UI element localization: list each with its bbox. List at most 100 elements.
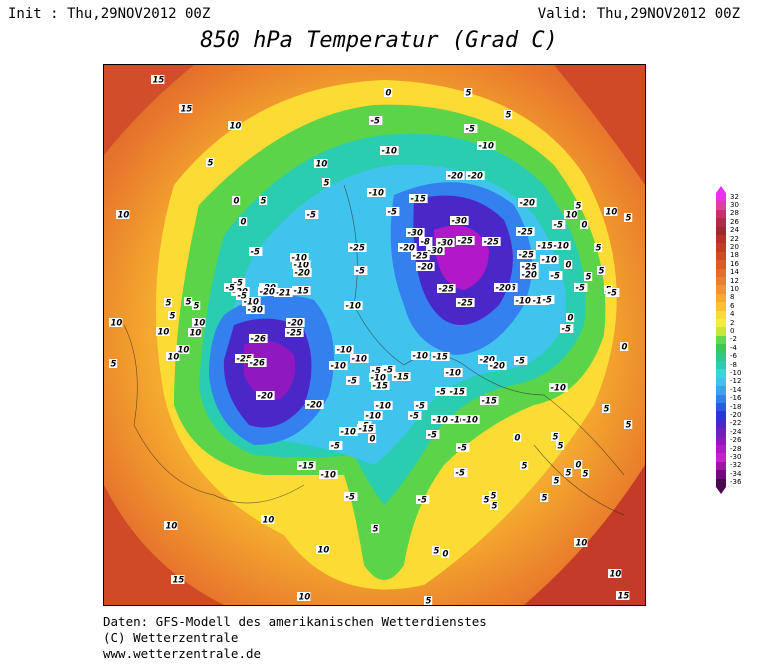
isotherm-label: -25 (458, 299, 473, 309)
credit-copyright: (C) Wetterzentrale (103, 630, 239, 645)
colorbar-label: 6 (730, 301, 735, 310)
colorbar-label: -28 (730, 444, 742, 453)
colorbar-swatch (716, 268, 726, 277)
isotherm-label-box (305, 400, 324, 409)
isotherm-label-box (419, 237, 433, 246)
isotherm-label-box (316, 545, 330, 554)
isotherm-label: 0 (234, 197, 240, 207)
isotherm-label-box (249, 247, 263, 256)
colorbar-label: -18 (730, 402, 742, 411)
isotherm-label-box (416, 495, 430, 504)
isotherm-label: -5 (418, 496, 428, 506)
isotherm-label-box (540, 493, 549, 502)
colorbar-label: 2 (730, 318, 735, 327)
isotherm-label-box (574, 201, 583, 210)
isotherm-label: -10 (292, 254, 307, 264)
isotherm-label-box (426, 430, 440, 439)
colorbar-swatch (716, 419, 726, 429)
red-corner-ne (554, 65, 645, 185)
isotherm-label: -25 (522, 263, 537, 273)
colorbar-swatch (716, 319, 726, 328)
isotherm-label-box (339, 427, 358, 436)
isotherm-label-box (580, 220, 589, 229)
isotherm-label: -30 (428, 247, 443, 257)
isotherm-label-box (371, 524, 380, 533)
magenta-core-america (244, 340, 295, 400)
isotherm-label-box (109, 359, 118, 368)
isotherm-label-box (461, 415, 480, 424)
isotherm-label-box (248, 358, 267, 367)
isotherm-label: -25 (287, 329, 302, 339)
colorbar-swatch (716, 293, 726, 303)
isotherm-label-box (513, 433, 522, 442)
isotherm-label: -10 (369, 189, 384, 199)
isotherm-label-box (329, 361, 348, 370)
isotherm-label-box (346, 376, 360, 385)
isotherm-label: -5 (234, 279, 244, 289)
isotherm-label: -5 (516, 357, 526, 367)
isotherm-label-box (608, 569, 622, 578)
isotherm-label: -5 (238, 292, 248, 302)
isotherm-label: 5 (554, 477, 560, 487)
colorbar-swatch (716, 310, 726, 319)
isotherm-label: -10 (542, 256, 557, 266)
isotherm-label: -10 (463, 416, 478, 426)
isotherm-label-box (520, 262, 539, 271)
isotherm-label-box (482, 495, 491, 504)
isotherm-label: 10 (111, 319, 123, 329)
isotherm-label: -20 (260, 288, 275, 298)
isotherm-label: -30 (452, 217, 467, 227)
isotherm-label: 5 (506, 111, 512, 121)
colorbar-label: 32 (730, 192, 739, 201)
isotherm-label: -25 (484, 238, 499, 248)
isotherm-label-box (109, 318, 123, 327)
isotherm-label-box (192, 301, 201, 310)
colorbar-swatch (716, 361, 726, 370)
isotherm-label-box (179, 104, 193, 113)
isotherm-label: -5 (346, 493, 356, 503)
isotherm-label-box (620, 342, 629, 351)
colorbar-label: -26 (730, 436, 742, 445)
isotherm-label: -5 (416, 402, 426, 412)
isotherm-label-box (409, 194, 428, 203)
isotherm-label: -10 (346, 302, 361, 312)
colorbar-swatch (716, 470, 726, 479)
colorbar-label: -32 (730, 461, 742, 470)
isotherm-label: -20 (480, 356, 495, 366)
isotherm-label-box (450, 216, 469, 225)
isotherm-label-box (436, 238, 455, 247)
isotherm-label-box (364, 411, 383, 420)
colorbar-label: 4 (730, 310, 735, 319)
isotherm-label-box (556, 441, 565, 450)
isotherm-label: -10 (331, 362, 346, 372)
isotherm-label: -20 (418, 263, 433, 273)
colorbar-swatch (716, 436, 726, 445)
isotherm-label: -15 (294, 287, 309, 297)
isotherm-label-box (184, 297, 193, 306)
isotherm-label: 10 (166, 522, 178, 532)
isotherm-label-box (560, 324, 574, 333)
isotherm-label: -10 (413, 352, 428, 362)
isotherm-label: 0 (566, 261, 572, 271)
colorbar-bottom-arrow (716, 487, 726, 494)
isotherm-label-box (350, 354, 369, 363)
isotherm-label: 10 (316, 160, 328, 170)
isotherm-label-box (416, 262, 435, 271)
isotherm-label-box (398, 243, 417, 252)
isotherm-label: 10 (168, 353, 180, 363)
isotherm-label-box (297, 592, 311, 601)
isotherm-label-box (354, 266, 368, 275)
isotherm-label-box (494, 283, 513, 292)
isotherm-label: 5 (596, 244, 602, 254)
isotherm-label: -10 (382, 147, 397, 157)
colorbar-swatch (716, 386, 726, 395)
isotherm-label: 10 (606, 208, 618, 218)
isotherm-label-box (602, 404, 611, 413)
colorbar-label: 18 (730, 251, 739, 260)
isotherm-label-box (293, 268, 312, 277)
isotherm-label-box (192, 318, 206, 327)
isotherm-label: -5 (348, 377, 358, 387)
isotherm-label-box (581, 469, 590, 478)
isotherm-label: 5 (261, 197, 267, 207)
isotherm-label-box (164, 521, 178, 530)
